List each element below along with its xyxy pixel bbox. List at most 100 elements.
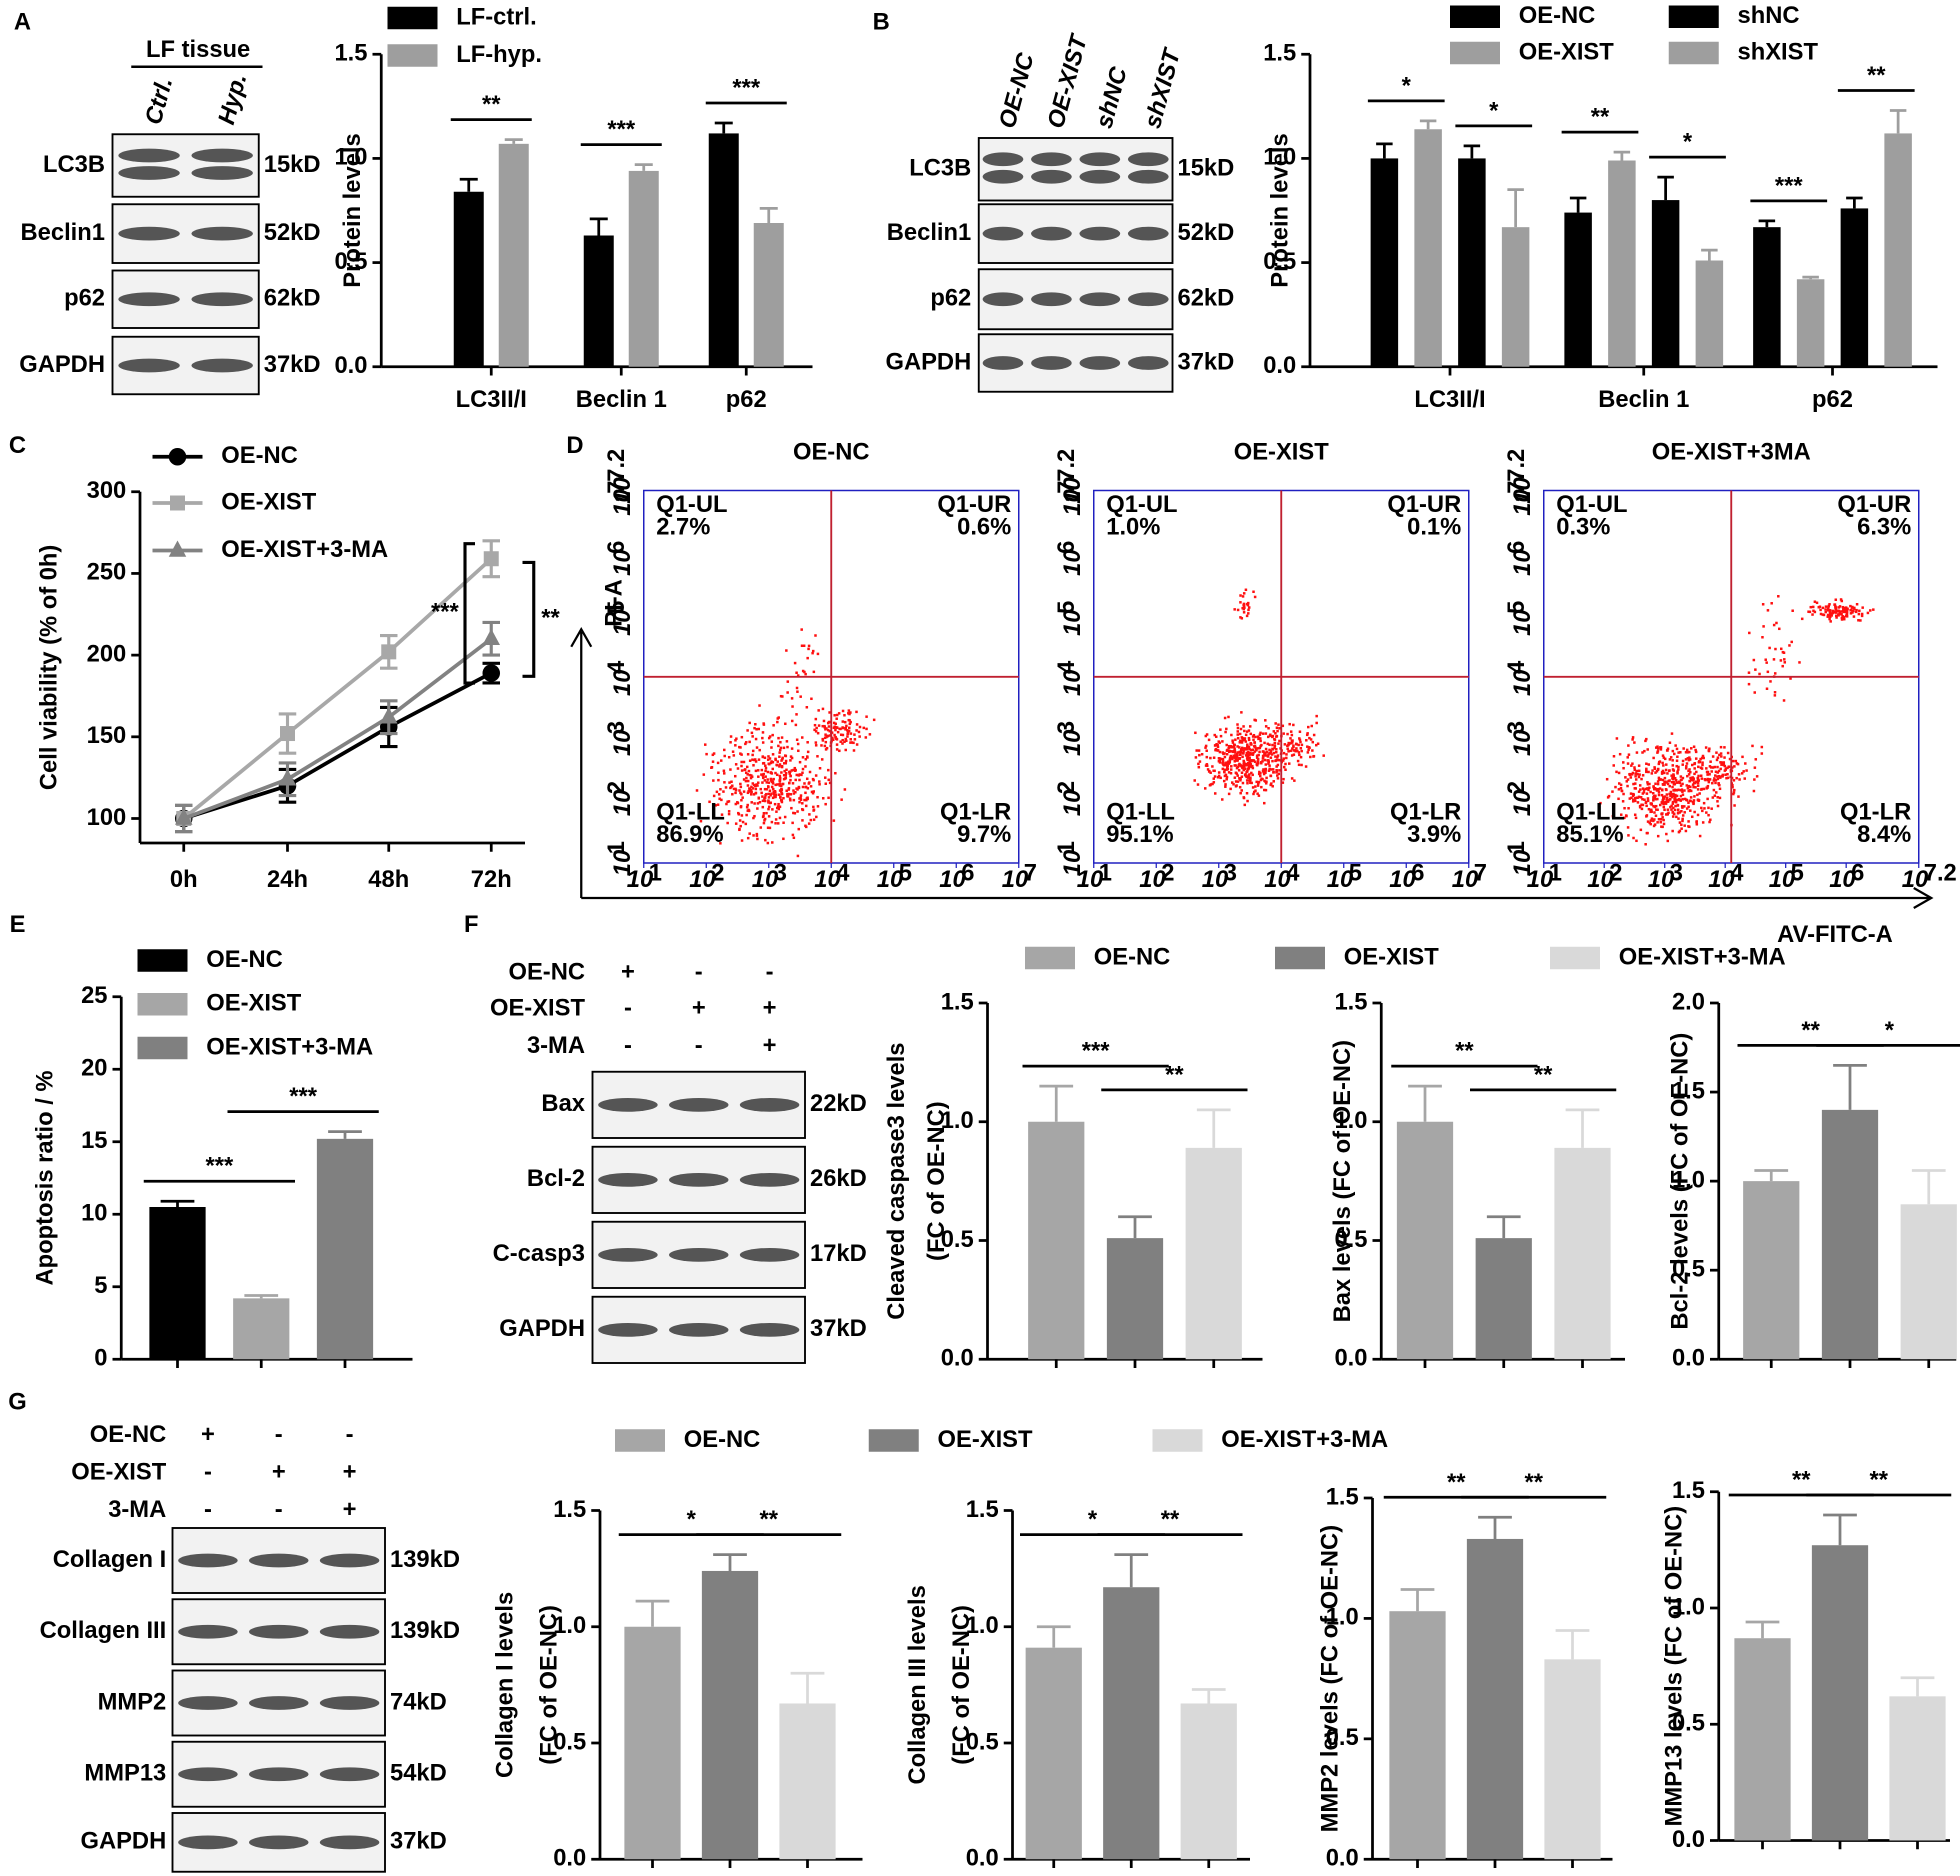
blot-band <box>1031 152 1072 167</box>
event-dot <box>1642 791 1646 794</box>
blot-band <box>191 166 253 180</box>
event-dot <box>1828 609 1832 612</box>
condition-sign: + <box>201 1421 215 1448</box>
event-dot <box>1223 716 1227 720</box>
event-dot <box>1701 761 1704 764</box>
event-dot <box>1272 730 1276 733</box>
event-dot <box>1264 754 1268 757</box>
event-dot <box>1611 790 1614 793</box>
event-dot <box>1256 784 1260 787</box>
event-dot <box>848 722 852 726</box>
event-dot <box>1687 758 1691 762</box>
event-dot <box>1685 807 1689 810</box>
event-dot <box>736 767 740 770</box>
event-dot <box>1633 741 1636 744</box>
event-dot <box>1257 780 1260 784</box>
event-dot <box>1689 796 1693 799</box>
flow-tick-base: 10 <box>1769 866 1795 893</box>
event-dot <box>1693 762 1696 766</box>
event-dot <box>1714 774 1717 777</box>
flow-tick-exp: 6 <box>1411 860 1424 887</box>
event-dot <box>1665 793 1669 796</box>
event-dot <box>785 649 788 652</box>
event-dot <box>1714 778 1718 782</box>
bar <box>1900 1204 1957 1360</box>
error-bar <box>459 177 478 192</box>
bar <box>1884 133 1912 367</box>
event-dot <box>1634 775 1637 778</box>
event-dot <box>791 782 795 785</box>
event-dot <box>1707 780 1711 784</box>
event-dot <box>1269 733 1272 736</box>
event-dot <box>824 748 828 751</box>
event-dot <box>1230 733 1233 737</box>
event-dot <box>1845 610 1849 614</box>
event-dot <box>1656 745 1659 748</box>
event-dot <box>776 717 779 720</box>
event-dot <box>1251 748 1254 751</box>
flow-tick-base: 10 <box>1077 866 1103 893</box>
series-line <box>182 557 493 820</box>
event-dot <box>1655 789 1659 792</box>
event-dot <box>1667 769 1671 773</box>
x-tick-label: Beclin 1 <box>576 386 667 413</box>
significance-label: ** <box>1870 1467 1889 1494</box>
event-dot <box>1854 610 1858 614</box>
event-dot <box>1236 756 1239 759</box>
event-dot <box>1707 749 1711 753</box>
event-dot <box>1677 811 1680 814</box>
x-tick-label: LC3II/I <box>456 386 527 413</box>
error-bar <box>1900 1676 1935 1697</box>
condition-label: 3-MA <box>108 1496 166 1523</box>
event-dot <box>797 827 801 831</box>
event-dot <box>832 721 836 725</box>
event-dot <box>1241 595 1245 598</box>
event-dot <box>1735 776 1738 780</box>
blot-band <box>178 1696 238 1710</box>
event-dot <box>1764 658 1767 661</box>
event-dot <box>751 735 754 738</box>
y-tick-label: 1.0 <box>966 1612 999 1639</box>
event-dot <box>1231 750 1235 754</box>
event-dot <box>1272 771 1275 774</box>
flow-tick-exp: 2 <box>1503 781 1530 794</box>
event-dot <box>790 719 794 723</box>
event-dot <box>778 784 782 787</box>
event-dot <box>1665 813 1668 816</box>
flow-tick-exp: 2 <box>603 781 630 794</box>
event-dot <box>796 810 799 813</box>
event-dot <box>764 838 767 842</box>
event-dot <box>1205 733 1209 736</box>
event-dot <box>728 781 731 784</box>
legend-swatch <box>1025 946 1075 970</box>
event-dot <box>1760 752 1764 755</box>
event-dot <box>1645 770 1648 774</box>
event-dot <box>1619 813 1623 816</box>
event-dot <box>1307 725 1310 729</box>
y-tick-label: 0.0 <box>941 1345 974 1372</box>
event-dot <box>1781 650 1785 654</box>
event-dot <box>827 725 831 728</box>
event-dot <box>1299 740 1302 744</box>
condition-label: 3-MA <box>527 1032 585 1059</box>
event-dot <box>1726 766 1729 770</box>
data-point <box>278 769 297 786</box>
event-dot <box>751 753 754 757</box>
event-dot <box>1666 782 1670 786</box>
event-dot <box>1297 763 1301 767</box>
event-dot <box>1669 794 1672 798</box>
event-dot <box>1266 755 1270 758</box>
event-dot <box>764 764 767 767</box>
event-dot <box>774 783 777 787</box>
event-dot <box>785 768 788 772</box>
quadrant-name: Q1-UR <box>937 491 1011 518</box>
x-tick-label: 48h <box>368 866 409 893</box>
event-dot <box>1671 759 1674 762</box>
event-dot <box>818 780 821 783</box>
event-dot <box>1288 742 1291 745</box>
event-dot <box>1685 784 1689 787</box>
legend-marker <box>168 448 187 466</box>
event-dot <box>1234 785 1238 788</box>
event-dot <box>1262 768 1265 771</box>
event-dot <box>757 796 760 800</box>
